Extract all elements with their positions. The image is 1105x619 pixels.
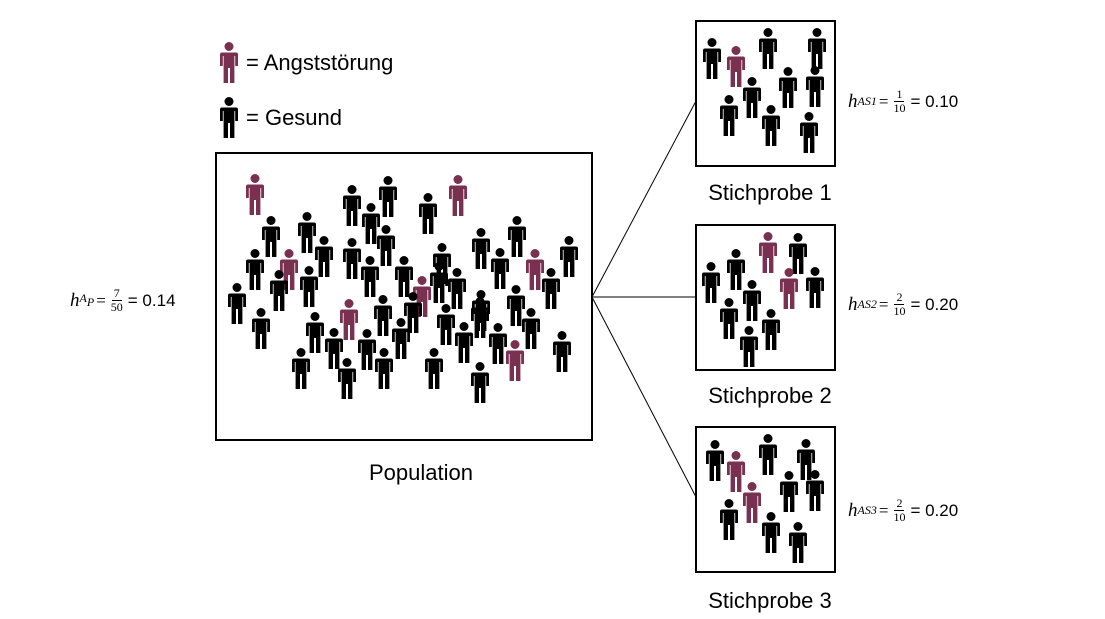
sample-2-person-7-healthy	[806, 267, 824, 308]
population-person-32-healthy	[374, 295, 392, 336]
population-person-5-healthy	[362, 203, 380, 244]
population-person-10-healthy	[315, 236, 333, 277]
sample-3-person-2-anxiety	[727, 451, 745, 492]
population-person-9-healthy	[377, 225, 395, 266]
population-person-25-healthy	[542, 268, 560, 309]
sample-3-person-9-healthy	[762, 512, 780, 553]
sample-2-person-1-healthy	[702, 262, 720, 303]
sample-3-formula: h AS3 = 2 10 = 0.20	[848, 496, 959, 524]
population-person-16-healthy	[361, 256, 379, 297]
sample-1-formula: h AS1 = 1 10 = 0.10	[848, 87, 959, 115]
population-formula: h AP = 7 50 = 0.14	[70, 286, 176, 314]
sample-3-person-3-healthy	[759, 434, 777, 475]
sample-3-person-5-anxiety	[743, 482, 761, 523]
population-person-48-healthy	[404, 292, 422, 333]
population-person-28-healthy	[507, 285, 525, 326]
population-person-35-healthy	[471, 297, 489, 338]
sample-1-person-3-healthy	[759, 28, 777, 69]
population-person-42-healthy	[292, 348, 310, 389]
population-person-21-healthy	[560, 236, 578, 277]
population-person-46-healthy	[471, 362, 489, 403]
sample-2-person-6-anxiety	[780, 268, 798, 309]
sample-2-person-5-healthy	[743, 280, 761, 321]
sample-3-person-7-healthy	[806, 470, 824, 511]
population-person-8-healthy	[298, 212, 316, 253]
sample-1-person-10-healthy	[800, 112, 818, 153]
connector-to-sample-1	[591, 100, 697, 298]
population-person-45-healthy	[425, 348, 443, 389]
population-person-37-healthy	[325, 328, 343, 369]
population-person-22-healthy	[300, 266, 318, 307]
population-person-39-healthy	[455, 322, 473, 363]
person-icon	[220, 42, 238, 83]
sample-3-person-4-healthy	[797, 439, 815, 480]
population-person-44-healthy	[375, 348, 393, 389]
population-person-31-anxiety	[340, 299, 358, 340]
sample-1-person-2-anxiety	[727, 46, 745, 87]
population-person-4-healthy	[379, 176, 397, 217]
connector-to-sample-3	[591, 296, 697, 498]
sample-2-caption: Stichprobe 2	[708, 383, 832, 408]
population-person-29-healthy	[252, 308, 270, 349]
population-person-1-anxiety	[246, 174, 264, 215]
population-person-34-healthy	[437, 304, 455, 345]
population-person-19-healthy	[491, 248, 509, 289]
population-person-3-healthy	[343, 185, 361, 226]
sample-2-person-4-healthy	[789, 233, 807, 274]
sample-1-person-4-healthy	[808, 28, 826, 69]
person-icon	[220, 97, 238, 138]
population-person-12-healthy	[472, 228, 490, 269]
population-caption: Population	[369, 460, 473, 485]
sample-1-person-9-healthy	[762, 105, 780, 146]
sample-1-person-1-healthy	[703, 38, 721, 79]
sample-1-person-7-healthy	[806, 66, 824, 107]
population-person-41-healthy	[553, 331, 571, 372]
sample-1-person-6-healthy	[779, 67, 797, 108]
population-person-11-healthy	[343, 238, 361, 279]
population-person-23-healthy	[448, 268, 466, 309]
sample-2-formula: h AS2 = 2 10 = 0.20	[848, 290, 959, 318]
sample-1-person-5-healthy	[743, 77, 761, 118]
population-person-38-healthy	[358, 329, 376, 370]
population-person-13-healthy	[508, 216, 526, 257]
population-person-7-healthy	[262, 216, 280, 257]
sample-2-person-10-healthy	[740, 326, 758, 367]
population-person-49-healthy	[270, 270, 288, 311]
legend-healthy-label: = Gesund	[246, 105, 343, 130]
population-person-20-anxiety	[526, 249, 544, 290]
sample-3-caption: Stichprobe 3	[708, 588, 832, 613]
population-person-36-healthy	[522, 308, 540, 349]
population-person-2-anxiety	[449, 175, 467, 216]
population-person-43-healthy	[338, 358, 356, 399]
sample-3-person-1-healthy	[706, 440, 724, 481]
sample-1-caption: Stichprobe 1	[708, 180, 832, 205]
population-person-14-healthy	[246, 249, 264, 290]
sample-2-person-9-healthy	[762, 309, 780, 350]
sample-3-person-6-healthy	[780, 471, 798, 512]
population-person-26-healthy	[228, 283, 246, 324]
sample-3-person-8-healthy	[720, 499, 738, 540]
legend-healthy: = Gesund	[220, 97, 342, 139]
population-person-40-healthy	[489, 323, 507, 364]
sample-2-person-8-healthy	[720, 298, 738, 339]
population-person-30-healthy	[306, 312, 324, 353]
sample-3-person-10-healthy	[789, 522, 807, 563]
sample-1-person-8-healthy	[720, 95, 738, 136]
legend-anxiety-label: = Angststörung	[246, 50, 394, 75]
population-person-47-anxiety	[506, 340, 524, 381]
population-person-17-healthy	[395, 256, 413, 297]
population-person-6-healthy	[419, 193, 437, 234]
legend-anxiety: = Angststörung	[220, 42, 393, 84]
sample-2-person-3-anxiety	[759, 232, 777, 273]
population-person-33-healthy	[392, 318, 410, 359]
population-person-50-healthy	[430, 262, 448, 303]
sample-2-person-2-healthy	[727, 249, 745, 290]
